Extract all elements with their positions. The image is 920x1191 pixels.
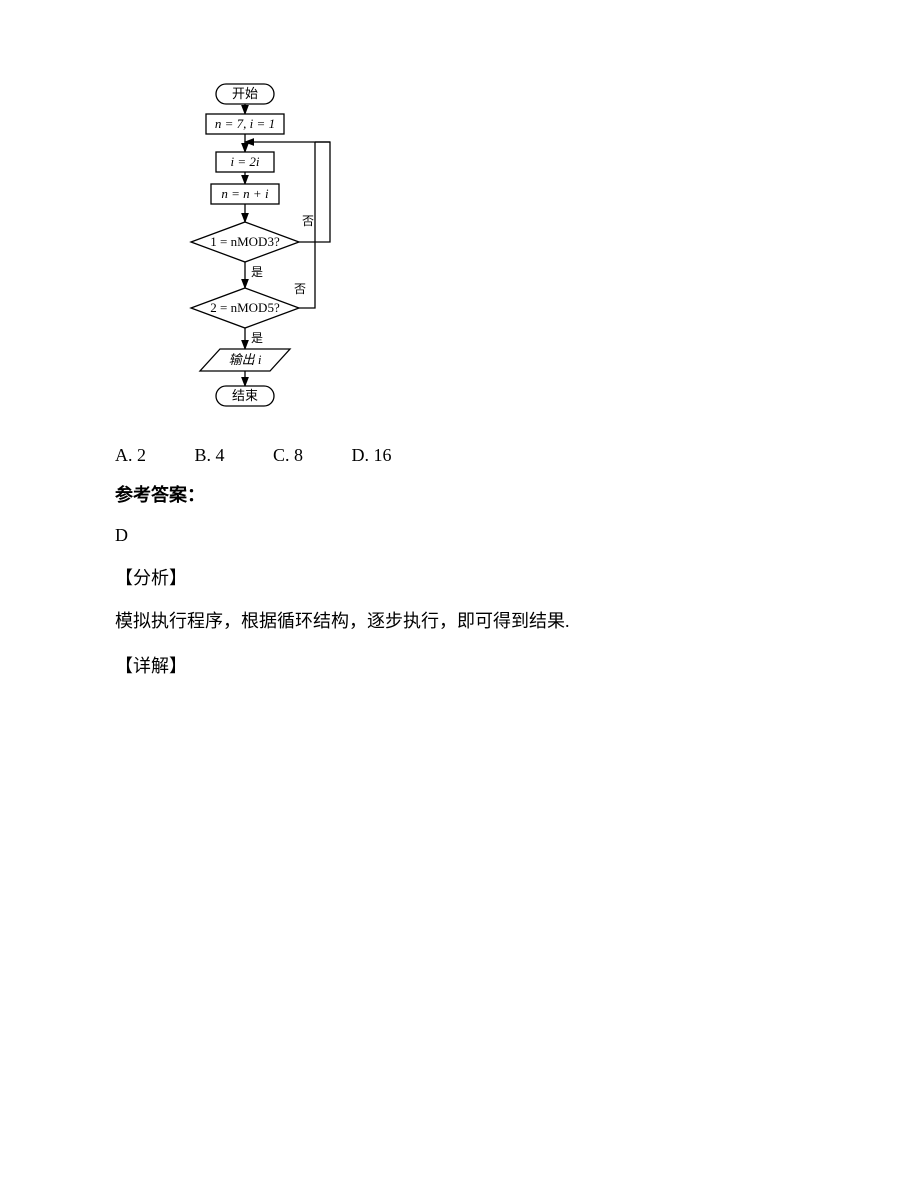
svg-text:开始: 开始 (232, 86, 258, 101)
svg-text:结束: 结束 (232, 388, 258, 403)
answer-letter: D (115, 525, 805, 546)
analysis-text: 模拟执行程序，根据循环结构，逐步执行，即可得到结果. (115, 605, 805, 637)
option-d-value: 16 (374, 445, 392, 465)
option-b-value: 4 (216, 445, 225, 465)
svg-text:是: 是 (251, 265, 263, 279)
svg-text:否: 否 (294, 282, 306, 296)
analysis-header: 【分析】 (115, 564, 805, 590)
svg-text:i = 2i: i = 2i (231, 154, 260, 169)
answer-options: A. 2 B. 4 C. 8 D. 16 (115, 445, 805, 466)
svg-text:输出 i: 输出 i (229, 352, 262, 367)
svg-text:否: 否 (302, 214, 314, 228)
flowchart: 是否是否开始n = 7, i = 1i = 2in = n + i1 = nMO… (165, 80, 805, 430)
answer-label: 参考答案： (115, 481, 805, 507)
svg-text:n = n + i: n = n + i (221, 186, 269, 201)
svg-text:1 = nMOD3?: 1 = nMOD3? (210, 234, 280, 249)
option-a: A. 2 (115, 445, 168, 465)
svg-text:是: 是 (251, 331, 263, 345)
option-d: D. 16 (352, 445, 414, 465)
option-b: B. 4 (195, 445, 247, 465)
option-a-value: 2 (137, 445, 146, 465)
option-c: C. 8 (273, 445, 325, 465)
detail-header: 【详解】 (115, 652, 805, 678)
svg-text:n = 7, i = 1: n = 7, i = 1 (215, 116, 275, 131)
svg-text:2 = nMOD5?: 2 = nMOD5? (210, 300, 280, 315)
option-c-value: 8 (294, 445, 303, 465)
